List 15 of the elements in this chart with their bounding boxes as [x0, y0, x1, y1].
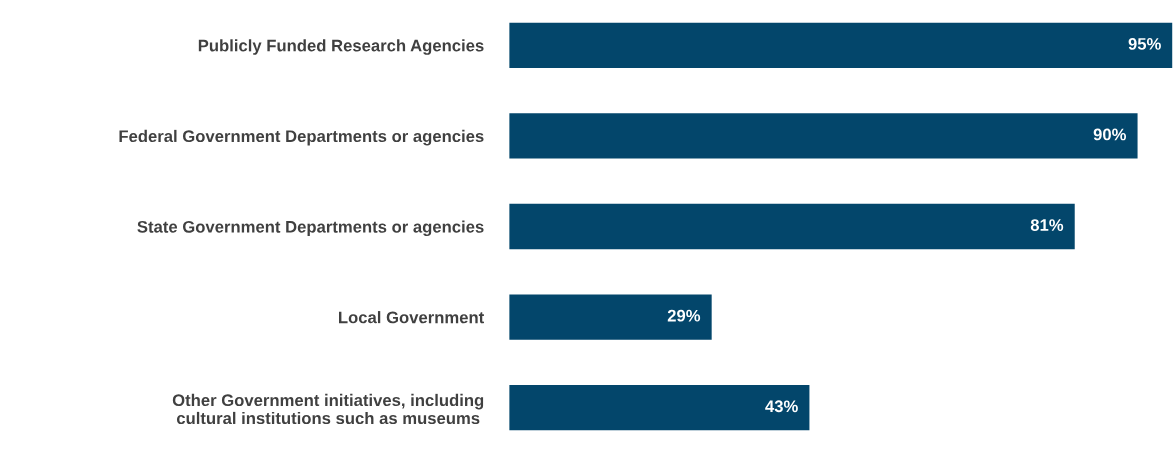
bar	[509, 113, 1138, 159]
data-label: 95%	[1128, 37, 1161, 50]
bar	[509, 22, 1173, 68]
y-tick-label: Other Government initiatives, including cultural institutions such as museums	[172, 393, 484, 425]
data-label: 43%	[765, 400, 798, 413]
bar	[509, 294, 712, 340]
data-label: 29%	[667, 309, 701, 322]
y-tick-label: Local Government	[339, 311, 485, 324]
bar	[509, 385, 810, 431]
y-tick-label: State Government Departments or agencies	[137, 220, 484, 237]
y-tick-label: Federal Government Departments or agencies	[119, 129, 484, 146]
data-label: 81%	[1030, 219, 1064, 231]
y-tick-label: Publicly Funded Research Agencies	[198, 39, 484, 55]
bar	[509, 203, 1075, 250]
data-label: 90%	[1093, 128, 1127, 141]
